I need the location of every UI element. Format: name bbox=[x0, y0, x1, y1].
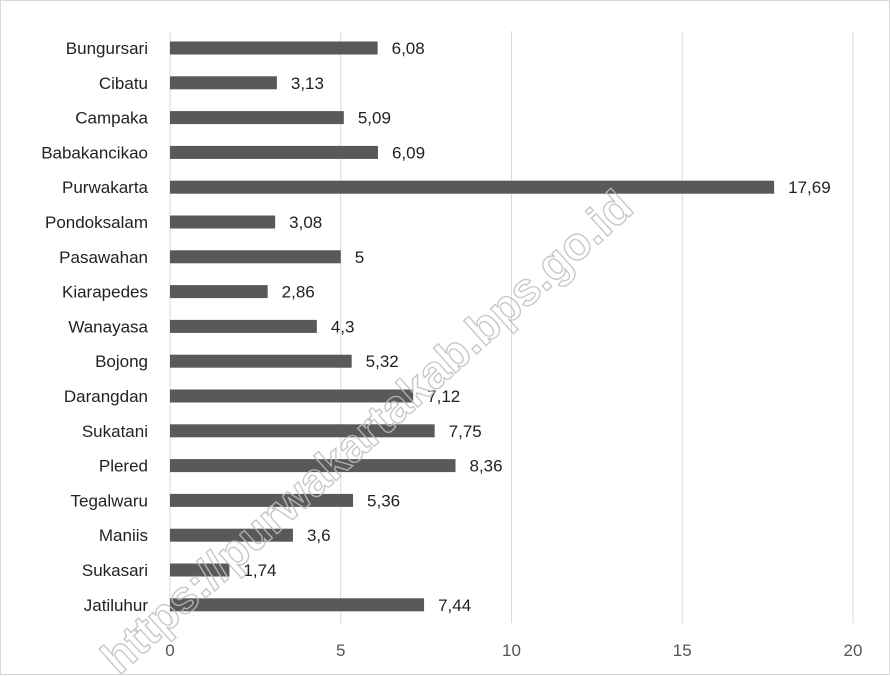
bar-cibatu bbox=[170, 76, 277, 90]
data-label: 5,32 bbox=[366, 352, 399, 371]
bar-purwakarta bbox=[170, 180, 775, 194]
data-label: 5 bbox=[355, 248, 364, 267]
category-label: Bojong bbox=[95, 352, 148, 371]
category-label: Purwakarta bbox=[62, 178, 149, 197]
category-label: Maniis bbox=[99, 526, 148, 545]
data-label: 8,36 bbox=[469, 457, 502, 476]
x-tick-label: 5 bbox=[336, 641, 345, 660]
category-label: Plered bbox=[99, 457, 148, 476]
bar-jatiluhur bbox=[170, 598, 425, 612]
category-labels: Bungursari Cibatu Campaka Babakancikao Purwa… bbox=[41, 39, 148, 615]
category-label: Kiarapedes bbox=[62, 283, 148, 302]
data-label: 7,12 bbox=[427, 387, 460, 406]
data-label: 17,69 bbox=[788, 178, 831, 197]
bar-bungursari bbox=[170, 41, 378, 55]
category-label: Tegalwaru bbox=[71, 491, 149, 510]
data-label: 3,6 bbox=[307, 526, 331, 545]
data-label: 3,08 bbox=[289, 213, 322, 232]
x-tick-label: 0 bbox=[165, 641, 174, 660]
category-label: Sukatani bbox=[82, 422, 148, 441]
x-tick-label: 20 bbox=[844, 641, 863, 660]
data-label: 4,3 bbox=[331, 317, 355, 336]
category-label: Campaka bbox=[75, 109, 148, 128]
bar-campaka bbox=[170, 111, 344, 125]
x-tick-label: 15 bbox=[673, 641, 692, 660]
gridlines bbox=[169, 31, 854, 623]
bar-pasawahan bbox=[170, 250, 341, 264]
bar-kiarapedes bbox=[170, 285, 268, 299]
category-label: Pondoksalam bbox=[45, 213, 148, 232]
category-label: Bungursari bbox=[66, 39, 148, 58]
data-label: 2,86 bbox=[282, 283, 315, 302]
data-label: 7,75 bbox=[449, 422, 482, 441]
bar-babakancikao bbox=[170, 145, 378, 159]
category-label: Pasawahan bbox=[59, 248, 148, 267]
data-label: 1,74 bbox=[243, 561, 276, 580]
x-axis-ticks: 0 5 10 15 20 bbox=[165, 641, 862, 660]
category-label: Sukasari bbox=[82, 561, 148, 580]
category-label: Cibatu bbox=[99, 74, 148, 93]
data-label: 5,09 bbox=[358, 109, 391, 128]
data-label: 6,08 bbox=[392, 39, 425, 58]
bar-plered bbox=[170, 459, 456, 473]
category-label: Darangdan bbox=[64, 387, 148, 406]
bar-tegalwaru bbox=[170, 493, 354, 507]
data-label: 5,36 bbox=[367, 491, 400, 510]
bars bbox=[170, 41, 775, 612]
category-label: Jatiluhur bbox=[84, 596, 149, 615]
x-tick-label: 10 bbox=[502, 641, 521, 660]
data-label: 3,13 bbox=[291, 74, 324, 93]
bar-sukasari bbox=[170, 563, 230, 577]
category-label: Wanayasa bbox=[68, 317, 148, 336]
bar-sukatani bbox=[170, 424, 435, 438]
bar-maniis bbox=[170, 528, 293, 542]
bar-wanayasa bbox=[170, 319, 317, 333]
data-label: 7,44 bbox=[438, 596, 471, 615]
category-label: Babakancikao bbox=[41, 143, 148, 162]
bar-pondoksalam bbox=[170, 215, 276, 229]
data-labels: 6,08 3,13 5,096,09 17,69 3,08 5 2,86 4,3 5,32 7,1… bbox=[243, 39, 830, 615]
data-label: 6,09 bbox=[392, 143, 425, 162]
bar-bojong bbox=[170, 354, 352, 368]
bar-darangdan bbox=[170, 389, 414, 403]
